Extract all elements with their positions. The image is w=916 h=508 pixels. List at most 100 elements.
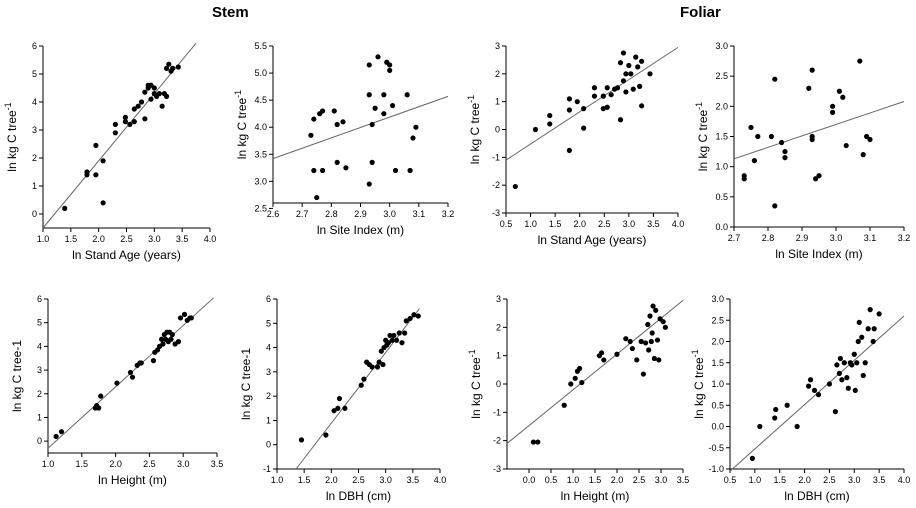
y-tick-label: 3	[266, 367, 271, 377]
data-point	[100, 158, 106, 164]
data-point	[159, 103, 165, 109]
data-point	[175, 64, 181, 70]
y-tick-label: 2.5	[715, 71, 728, 81]
x-tick-label: 0.5	[500, 219, 513, 229]
y-tick-label: 5	[32, 69, 37, 79]
data-point	[841, 360, 847, 366]
data-point	[413, 124, 419, 130]
data-point	[369, 121, 375, 128]
x-axis-label: ln Height (m)	[98, 473, 167, 487]
y-tick-label: 0.0	[711, 422, 724, 432]
data-point	[811, 387, 818, 393]
data-point	[336, 395, 343, 402]
y-axis-label: ln kg C tree-1	[239, 348, 253, 420]
y-tick-label: 0	[266, 440, 271, 450]
y-axis-label: ln kg C tree-1	[690, 349, 706, 418]
scatter-panel-6: 1.0 1.5 2.0 2.5 3.0 3.5 4.0 -1 0 1 2 3 4 5 6 ln DBH (cm…	[239, 294, 446, 503]
x-tick-label: 2.5	[823, 475, 836, 485]
data-point	[331, 108, 337, 114]
x-tick-label: 2.7	[296, 209, 309, 219]
data-point	[150, 358, 157, 364]
x-tick-label: 2.0	[325, 475, 338, 485]
y-tick-label: 5	[266, 318, 271, 328]
y-tick-label: 3	[496, 294, 501, 304]
y-tick-label: -1	[493, 407, 501, 417]
data-point	[830, 103, 836, 109]
data-point	[93, 142, 99, 148]
y-tick-label: 3.0	[711, 294, 724, 304]
data-point	[635, 64, 641, 70]
data-point	[566, 147, 572, 153]
data-point	[138, 99, 145, 105]
y-tick-label: 3.0	[715, 41, 728, 51]
data-point	[96, 405, 102, 411]
data-point	[122, 114, 128, 120]
data-point	[630, 86, 636, 92]
scatter-panel-2: 2.6 2.7 2.8 2.9 3.0 3.1 3.2 2.5 3.0 3.5 4.0 4.5 5.0 5…	[233, 41, 454, 237]
x-tick-label: 1.5	[298, 475, 311, 485]
data-point	[314, 194, 320, 201]
data-point	[627, 338, 633, 345]
data-point	[181, 311, 188, 317]
data-point	[188, 315, 194, 321]
data-point	[837, 355, 843, 362]
x-tick-label: 3.0	[383, 209, 396, 219]
data-point	[410, 135, 416, 141]
data-point	[859, 334, 865, 340]
regression-line	[733, 101, 905, 160]
data-point	[645, 321, 651, 328]
data-point	[604, 104, 610, 110]
data-point	[387, 62, 393, 68]
y-tick-label: 3	[32, 125, 37, 135]
data-point	[393, 337, 400, 343]
data-point	[396, 330, 402, 336]
data-point	[782, 148, 788, 155]
data-point	[566, 107, 572, 113]
data-point	[855, 338, 861, 345]
y-tick-label: -0.5	[708, 443, 724, 453]
data-point	[864, 133, 870, 140]
y-tick-label: 5	[37, 318, 42, 328]
data-point	[748, 124, 754, 131]
x-axis-label: ln Site Index (m)	[775, 247, 862, 261]
data-point	[366, 62, 372, 68]
data-point	[334, 121, 340, 128]
x-tick-label: 1.5	[76, 459, 89, 469]
y-tick-label: 3.0	[254, 176, 267, 186]
data-point	[372, 105, 378, 111]
data-point	[93, 172, 99, 178]
data-point	[626, 62, 632, 69]
x-axis-label: ln Height (m)	[561, 489, 630, 503]
x-tick-label: 2.6	[267, 209, 280, 219]
data-point	[806, 85, 812, 91]
data-point	[381, 111, 387, 117]
data-point	[749, 455, 755, 461]
data-point	[608, 92, 614, 98]
data-point	[646, 347, 652, 353]
data-point	[58, 429, 65, 435]
data-point	[389, 102, 396, 109]
data-point	[647, 71, 653, 77]
y-tick-label: 4	[266, 343, 271, 353]
data-point	[142, 89, 148, 95]
data-point	[160, 341, 166, 347]
data-point	[168, 336, 174, 342]
data-point	[854, 360, 860, 366]
data-point	[844, 375, 850, 381]
data-point	[169, 331, 175, 338]
y-tick-label: 1.0	[715, 162, 728, 172]
data-point	[335, 405, 341, 411]
y-tick-label: -1	[492, 152, 500, 162]
data-point	[862, 360, 868, 366]
x-axis-label: ln Stand Age (years)	[72, 248, 181, 262]
data-point	[122, 119, 128, 125]
data-point	[319, 167, 326, 174]
data-point	[782, 155, 788, 161]
y-tick-label: 0.5	[715, 192, 728, 202]
x-tick-label: 3.1	[413, 209, 426, 219]
y-tick-label: 1	[32, 181, 37, 191]
data-point	[579, 379, 585, 386]
x-tick-label: 3.2	[898, 233, 911, 243]
data-point	[566, 96, 572, 102]
y-axis-label: ln kg C tree-1	[233, 90, 249, 159]
